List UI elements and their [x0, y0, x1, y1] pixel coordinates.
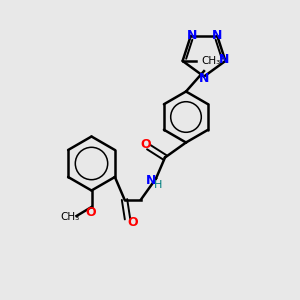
Text: N: N [199, 71, 209, 85]
Text: N: N [187, 29, 197, 42]
Text: CH₃: CH₃ [202, 56, 221, 66]
Text: H: H [154, 180, 163, 190]
Text: O: O [140, 137, 151, 151]
Text: N: N [212, 29, 222, 42]
Text: N: N [146, 173, 156, 187]
Text: N: N [219, 53, 229, 66]
Text: O: O [128, 216, 138, 229]
Text: CH₃: CH₃ [60, 212, 80, 223]
Text: O: O [85, 206, 96, 219]
